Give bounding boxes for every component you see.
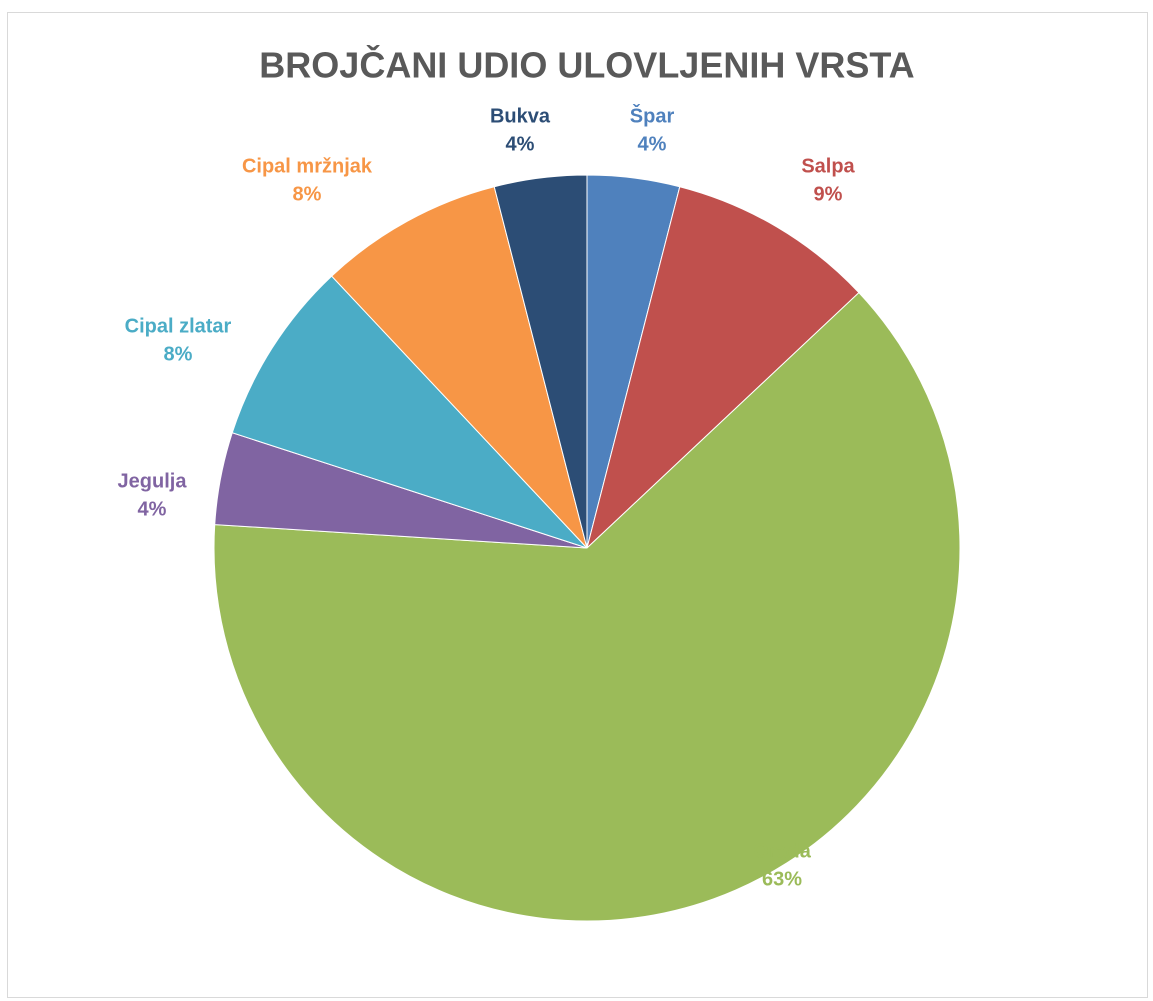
slice-label-name: Orada bbox=[753, 840, 812, 862]
slice-label-name: Cipal mržnjak bbox=[242, 155, 373, 177]
slice-label-name: Špar bbox=[630, 103, 675, 127]
slice-label-name: Jegulja bbox=[118, 470, 188, 492]
slice-label-value: 4% bbox=[138, 498, 167, 520]
slice-label-value: 63% bbox=[762, 868, 802, 890]
slice-label-value: 8% bbox=[164, 343, 193, 365]
slice-label-name: Salpa bbox=[801, 155, 855, 177]
slice-label-value: 9% bbox=[814, 183, 843, 205]
pie-slice bbox=[330, 186, 588, 549]
chart-title: BROJČANI UDIO ULOVLJENIH VRSTA bbox=[259, 44, 914, 86]
pie-slice bbox=[213, 291, 961, 922]
slice-label-value: 4% bbox=[638, 133, 667, 155]
slice-label-name: Bukva bbox=[490, 105, 551, 127]
slice-label-value: 8% bbox=[293, 183, 322, 205]
pie-slice bbox=[586, 186, 860, 550]
pie-slice bbox=[231, 275, 588, 549]
slice-label-value: 4% bbox=[506, 133, 535, 155]
slice-label-name: Cipal zlatar bbox=[125, 315, 232, 337]
pie-slice bbox=[493, 174, 588, 549]
